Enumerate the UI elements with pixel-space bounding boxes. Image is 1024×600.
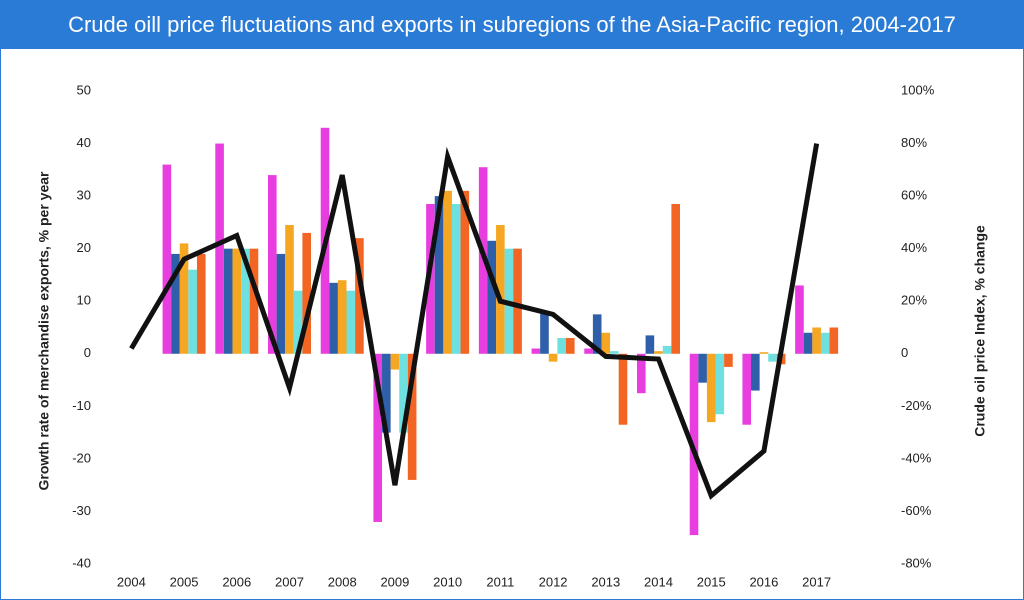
x-tick-label: 2009: [380, 574, 409, 589]
y2-tick-label: -20%: [901, 398, 932, 413]
bar: [373, 353, 383, 522]
bar: [434, 196, 444, 354]
line: [129, 143, 820, 500]
y2-axis-title: Crude oil price Index, % change: [972, 225, 988, 437]
y2-tick-label: 60%: [901, 188, 927, 203]
bar: [724, 353, 733, 367]
bar: [382, 353, 391, 433]
bar: [293, 290, 303, 354]
bar: [513, 248, 522, 354]
y-tick-label: 50: [77, 82, 91, 97]
y-tick-label: 30: [77, 188, 91, 203]
y-tick-label: -10: [72, 398, 91, 413]
bar: [557, 338, 566, 354]
bar: [768, 353, 777, 362]
bar: [618, 353, 628, 425]
bar: [276, 253, 286, 354]
y2-tick-label: 40%: [901, 240, 927, 255]
x-tick-label: 2014: [644, 574, 673, 589]
bar: [592, 314, 602, 354]
bar: [241, 248, 250, 354]
y-axis-title: Growth rate of merchandise exports, % pe…: [36, 171, 52, 491]
bar: [803, 332, 813, 354]
bar: [346, 290, 356, 354]
y2-tick-label: -80%: [901, 555, 932, 570]
bar: [795, 285, 804, 354]
bar: [162, 164, 172, 354]
bar: [751, 353, 760, 391]
bar: [329, 282, 338, 354]
x-tick-label: 2010: [433, 574, 462, 589]
bar: [829, 327, 839, 354]
bar: [249, 248, 259, 354]
y2-tick-label: -40%: [901, 450, 932, 465]
x-tick-label: 2016: [749, 574, 778, 589]
x-tick-label: 2008: [328, 574, 357, 589]
bar: [487, 240, 497, 354]
y-tick-label: -40: [72, 555, 91, 570]
y2-tick-label: 0: [901, 345, 908, 360]
bar: [742, 353, 752, 425]
bar: [654, 351, 663, 354]
bar: [188, 269, 197, 354]
x-tick-label: 2012: [539, 574, 568, 589]
y2-tick-label: 100%: [901, 82, 935, 97]
bar: [337, 280, 347, 354]
bar: [407, 353, 417, 480]
bar: [540, 311, 549, 354]
y-tick-label: -20: [72, 450, 91, 465]
y2-tick-label: 80%: [901, 135, 927, 150]
bar: [171, 253, 180, 354]
x-tick-label: 2015: [697, 574, 726, 589]
bar: [548, 353, 558, 362]
bar: [223, 248, 233, 354]
bar: [443, 190, 452, 354]
x-tick-label: 2017: [802, 574, 831, 589]
bar: [565, 338, 575, 354]
bar: [706, 353, 716, 423]
x-tick-label: 2013: [591, 574, 620, 589]
bar: [645, 335, 655, 354]
bar: [637, 353, 646, 394]
bar: [698, 353, 707, 383]
bar: [232, 248, 242, 354]
bar: [399, 353, 408, 433]
bar: [355, 238, 364, 354]
chart-title: Crude oill price fluctuations and export…: [1, 1, 1023, 49]
y-tick-label: -30: [72, 503, 91, 518]
y-tick-label: 0: [84, 345, 91, 360]
y2-tick-label: 20%: [901, 293, 927, 308]
bar: [302, 232, 311, 354]
bar: [812, 327, 821, 354]
x-tick-label: 2004: [117, 574, 146, 589]
bar: [285, 225, 294, 354]
bar: [671, 203, 680, 354]
y-tick-label: 10: [77, 293, 91, 308]
bar: [460, 190, 470, 354]
bar: [715, 353, 725, 415]
bar: [215, 143, 224, 354]
bar: [759, 352, 769, 354]
bar: [268, 175, 277, 354]
x-tick-label: 2011: [486, 574, 514, 589]
x-tick-label: 2005: [170, 574, 199, 589]
x-tick-label: 2006: [222, 574, 251, 589]
bar: [179, 243, 189, 354]
y-tick-label: 20: [77, 240, 91, 255]
bar: [496, 225, 505, 354]
bar: [390, 353, 400, 370]
y2-tick-label: -60%: [901, 503, 932, 518]
bar: [451, 203, 461, 354]
y-tick-label: 40: [77, 135, 91, 150]
bar: [601, 332, 611, 354]
bar: [820, 332, 830, 354]
bar: [662, 345, 672, 354]
bar: [196, 253, 206, 354]
bar: [584, 348, 593, 354]
bar: [531, 348, 541, 354]
bar: [610, 351, 619, 354]
x-tick-label: 2007: [275, 574, 304, 589]
